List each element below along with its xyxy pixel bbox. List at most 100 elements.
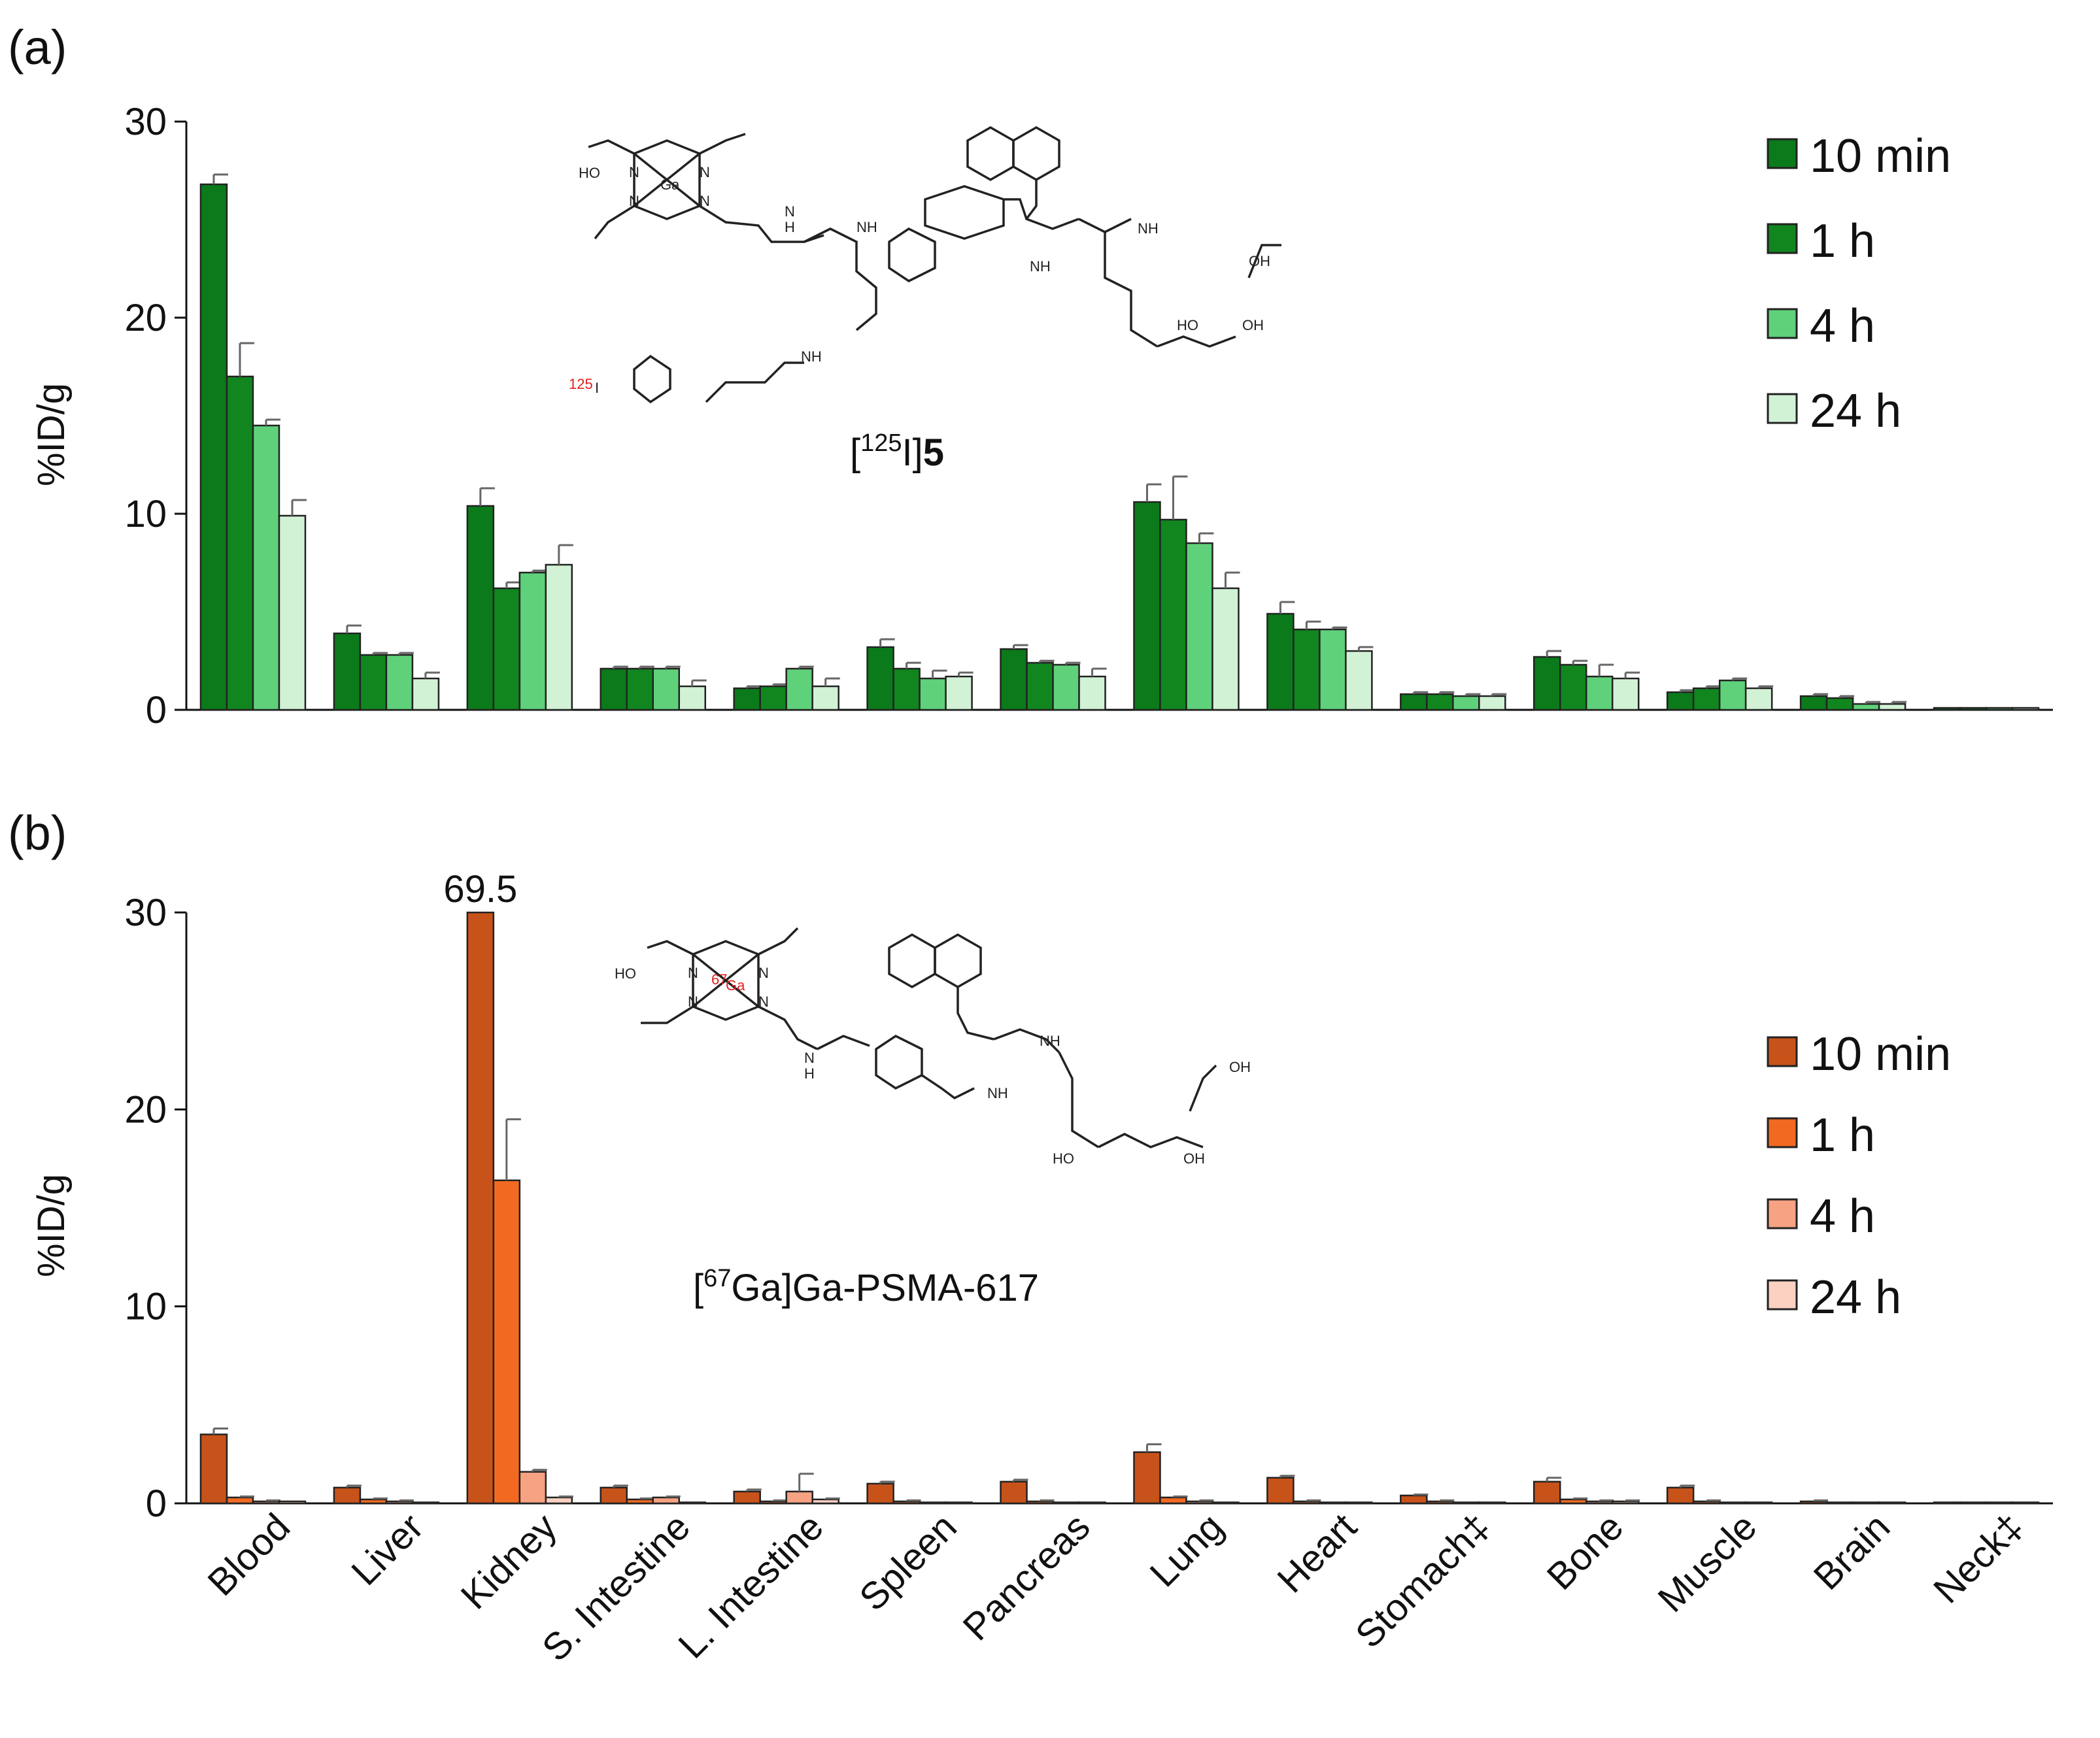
category-label-2: Kidney	[453, 1505, 565, 1617]
bar-b-7-0	[1133, 1451, 1161, 1505]
bar-a-11-1	[1692, 687, 1721, 711]
category-label-1: Liver	[343, 1505, 432, 1594]
panel-b-y-axis-label: %ID/g	[30, 1174, 73, 1277]
svg-text:I: I	[595, 380, 599, 396]
panel-a-axes: 0 10 20 30	[124, 101, 2053, 731]
svg-text:N: N	[688, 994, 698, 1010]
bar-a-3-3	[678, 685, 706, 711]
panel-a-y-tick-label: 0	[146, 689, 167, 731]
legend-b-swatch-24h	[1767, 1279, 1798, 1311]
bar-a-8-2	[1319, 628, 1347, 711]
bar-a-0-3	[278, 514, 307, 711]
bar-a-0-0	[199, 183, 228, 711]
bar-a-7-1	[1159, 518, 1187, 711]
bar-b-7-3	[1211, 1501, 1240, 1505]
bar-a-2-2	[518, 571, 547, 711]
bar-a-1-2	[385, 654, 414, 711]
bar-b-12-3	[1878, 1501, 1906, 1505]
category-label-11: Muscle	[1650, 1505, 1765, 1620]
bar-b-3-2	[652, 1496, 680, 1505]
bar-b-13-1	[1959, 1501, 1988, 1505]
bar-a-3-0	[600, 667, 628, 711]
bar-a-5-0	[866, 646, 894, 711]
bar-b-1-1	[359, 1498, 388, 1505]
category-label-0: Blood	[199, 1505, 298, 1604]
panel-b-y-tick-label: 10	[124, 1286, 167, 1328]
bar-b-3-0	[600, 1486, 628, 1505]
svg-text:NH: NH	[1030, 258, 1051, 275]
svg-text:NH: NH	[987, 1085, 1008, 1101]
bar-b-13-2	[1985, 1501, 2014, 1505]
svg-text:N: N	[785, 203, 795, 220]
svg-text:HO: HO	[615, 965, 636, 982]
bar-b-8-2	[1319, 1501, 1347, 1505]
bar-a-10-2	[1585, 675, 1614, 711]
panel-a-y-tick-label: 30	[124, 101, 167, 143]
svg-text:OH: OH	[1249, 253, 1270, 269]
legend-a-swatch-24h	[1767, 393, 1798, 424]
panel-a-y-tick-label: 10	[124, 493, 167, 535]
bar-a-11-3	[1744, 687, 1773, 711]
bar-a-9-1	[1426, 693, 1454, 711]
bar-a-8-0	[1266, 612, 1295, 711]
svg-text:N: N	[688, 965, 698, 981]
bar-b-12-2	[1852, 1501, 1880, 1505]
bar-b-8-3	[1345, 1501, 1373, 1505]
bar-a-4-2	[785, 667, 813, 711]
bar-b-1-2	[385, 1500, 414, 1505]
bar-a-3-2	[652, 667, 680, 711]
bar-b-7-2	[1185, 1500, 1213, 1505]
bar-a-6-1	[1026, 661, 1054, 711]
panel-b-y-tick-label: 20	[124, 1088, 167, 1131]
legend-a-swatch-10min	[1767, 138, 1798, 169]
bar-a-13-1	[1959, 707, 1988, 711]
bar-b-0-0	[199, 1433, 228, 1505]
bar-a-12-2	[1852, 703, 1880, 711]
bar-b-9-3	[1478, 1501, 1506, 1505]
bar-a-1-3	[411, 677, 440, 711]
bar-a-13-3	[2011, 707, 2040, 711]
svg-text:OH: OH	[1242, 317, 1264, 333]
category-label-12: Brain	[1806, 1505, 1899, 1598]
bar-b-3-1	[626, 1498, 654, 1505]
svg-text:67: 67	[711, 971, 727, 988]
bar-a-0-1	[226, 375, 254, 711]
bar-b-8-0	[1266, 1477, 1295, 1505]
bar-a-2-0	[466, 505, 495, 711]
kidney-overflow-label: 69.5	[443, 868, 517, 911]
bar-a-4-0	[733, 687, 761, 711]
bar-b-1-3	[411, 1501, 440, 1505]
category-label-8: Heart	[1269, 1505, 1364, 1601]
bar-a-1-1	[359, 654, 388, 711]
legend-a-swatch-4h	[1767, 308, 1798, 339]
svg-text:Ga: Ga	[660, 176, 680, 193]
svg-text:HO: HO	[1053, 1150, 1074, 1167]
bar-b-9-0	[1400, 1494, 1428, 1505]
bar-a-2-1	[492, 587, 521, 711]
bar-a-9-2	[1452, 695, 1480, 711]
bar-b-6-2	[1052, 1501, 1080, 1505]
panel-b-legend: 10 min 1 h 4 h 24 h	[1767, 1028, 1951, 1324]
svg-text:NH: NH	[856, 219, 877, 235]
bar-a-0-2	[252, 424, 280, 711]
panel-b-chart: (b) %ID/g 0 10 20 30 69.5 10 min 1 h 4 h 24…	[8, 806, 2053, 1525]
bar-b-10-2	[1585, 1500, 1614, 1505]
panel-a-legend: 10 min 1 h 4 h 24 h	[1767, 130, 1951, 437]
panel-b-label: (b)	[8, 806, 67, 860]
bar-b-13-0	[1933, 1501, 1961, 1505]
bar-b-6-1	[1026, 1500, 1054, 1505]
bar-b-2-1	[492, 1179, 521, 1505]
legend-b-swatch-10min	[1767, 1036, 1798, 1067]
bar-a-12-0	[1799, 695, 1828, 711]
bar-a-11-0	[1666, 691, 1695, 711]
svg-text:N: N	[629, 164, 639, 180]
svg-text:N: N	[758, 994, 769, 1010]
legend-a-24h: 24 h	[1810, 385, 1901, 437]
compound-b-caption: [67Ga]Ga-PSMA-617	[693, 1265, 1039, 1309]
bar-b-11-1	[1692, 1500, 1721, 1505]
panel-b-bars	[199, 911, 2040, 1505]
bar-b-4-0	[733, 1490, 761, 1505]
bar-b-11-3	[1744, 1501, 1773, 1505]
svg-text:NH: NH	[1040, 1033, 1060, 1049]
bar-b-3-3	[678, 1501, 706, 1505]
